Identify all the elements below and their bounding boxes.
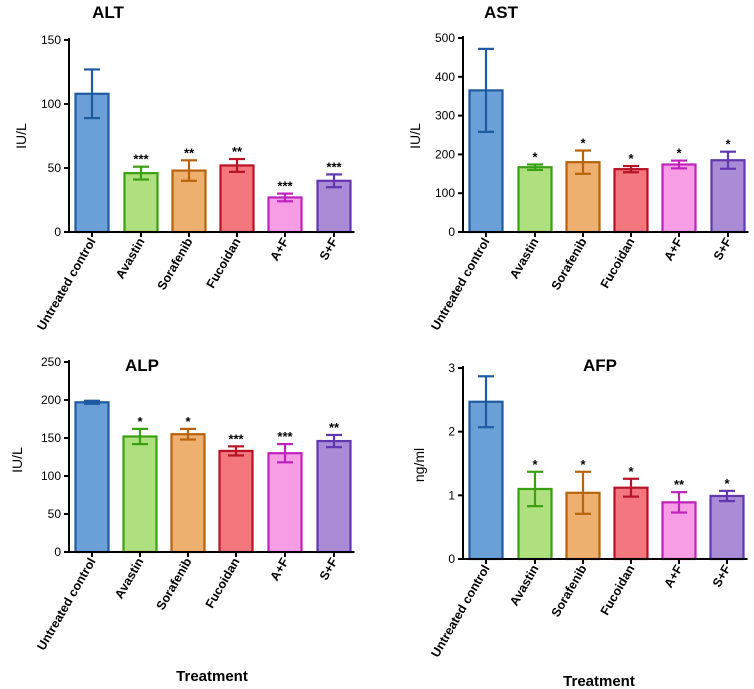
x-axis-label: Treatment [176,668,248,685]
x-tick-label: Fucoidan [203,556,243,611]
bar [710,159,746,234]
x-tick-label: Sorafenib [155,235,196,292]
x-tick-label: A+F [661,235,685,263]
x-tick-label: Avastin [113,236,147,282]
significance-label: * [725,137,731,152]
x-tick-label: Fucoidan [204,236,244,291]
x-tick-label: S+F [711,235,735,262]
bar [122,435,158,554]
x-tick-label: Fucoidan [598,236,638,291]
y-tick-label: 0 [54,545,61,559]
significance-label: * [185,414,191,429]
chart-title: AST [484,3,519,22]
y-tick-label: 50 [48,507,62,521]
bar [219,164,255,234]
significance-label: * [532,457,538,472]
y-axis-label: IU/L [13,123,29,149]
bar [74,401,110,554]
significance-label: * [628,151,634,166]
x-tick-label: Untreated control [34,236,98,333]
x-tick-label: Sorafenib [549,562,590,619]
significance-label: *** [133,152,149,167]
y-tick-label: 400 [435,70,455,84]
y-tick-label: 2 [448,425,455,439]
significance-label: * [137,414,143,429]
significance-label: * [628,464,634,479]
x-tick-label: Fucoidan [598,563,638,618]
significance-label: *** [277,429,293,444]
x-tick-label: S+F [317,235,341,262]
bar [218,449,254,554]
y-axis-label: ng/ml [411,448,427,482]
y-tick-label: 100 [41,97,61,111]
y-tick-label: 150 [41,33,61,47]
significance-label: *** [228,431,244,446]
x-tick-label: Untreated control [428,236,492,333]
significance-label: ** [184,145,195,160]
bar [565,161,601,234]
bar [170,433,206,554]
x-tick-label: Untreated control [34,556,98,653]
y-tick-label: 100 [41,469,61,483]
y-tick-label: 0 [448,225,455,239]
y-tick-label: 200 [41,393,61,407]
chart-panel-afp: AFP ng/ml Treatment * * *** *0123Untreated … [411,356,748,689]
y-axis-label: IU/L [407,123,423,149]
bar [661,163,697,234]
y-tick-label: 500 [435,31,455,45]
bar [123,172,159,234]
y-tick-label: 100 [435,186,455,200]
x-tick-label: S+F [317,555,341,582]
bar [517,166,553,234]
x-tick-label: Sorafenib [154,555,195,612]
x-tick-label: A+F [267,235,291,263]
x-tick-label: A+F [267,555,291,583]
significance-label: * [532,149,538,164]
chart-panel-ast: AST IU/L * * * * * 0 100 200 300 400 500 Untreated … [407,3,749,333]
y-tick-label: 50 [48,161,62,175]
chart-panel-alp: ALP IU/L Treatment * **** *****05010015020… [9,355,355,685]
bar [613,168,649,234]
bar [316,439,352,554]
chart-panel-alt: ALT IU/L *** ** ********050100150Untreated… [13,3,355,333]
significance-label: * [580,457,586,472]
y-axis-label: IU/L [9,447,25,473]
y-tick-label: 0 [54,225,61,239]
bar [565,491,601,561]
significance-label: ** [232,144,243,159]
significance-label: ** [329,420,340,435]
chart-title: ALP [125,356,159,375]
bar [316,179,352,234]
significance-label: *** [326,159,342,174]
x-tick-label: Avastin [507,236,541,282]
chart-title: ALT [92,3,124,22]
x-tick-label: Avastin [112,556,146,602]
bar [267,452,303,554]
x-tick-label: S+F [710,562,734,589]
x-tick-label: A+F [661,562,685,590]
x-axis-label: Treatment [563,673,635,689]
y-tick-label: 250 [41,355,61,369]
x-tick-label: Untreated control [428,563,492,660]
x-tick-label: Avastin [507,563,541,609]
y-tick-label: 200 [435,147,455,161]
significance-label: ** [674,477,685,492]
y-tick-label: 1 [448,488,455,502]
y-tick-label: 0 [448,552,455,566]
significance-label: * [580,136,586,151]
significance-label: *** [277,179,293,194]
y-tick-label: 3 [448,361,455,375]
chart-title: AFP [583,356,617,375]
bar [267,196,303,234]
significance-label: * [676,146,682,161]
y-tick-label: 150 [41,431,61,445]
y-tick-label: 300 [435,109,455,123]
x-tick-label: Sorafenib [549,235,590,292]
bar [613,486,649,561]
bar [709,494,745,561]
significance-label: * [724,476,730,491]
